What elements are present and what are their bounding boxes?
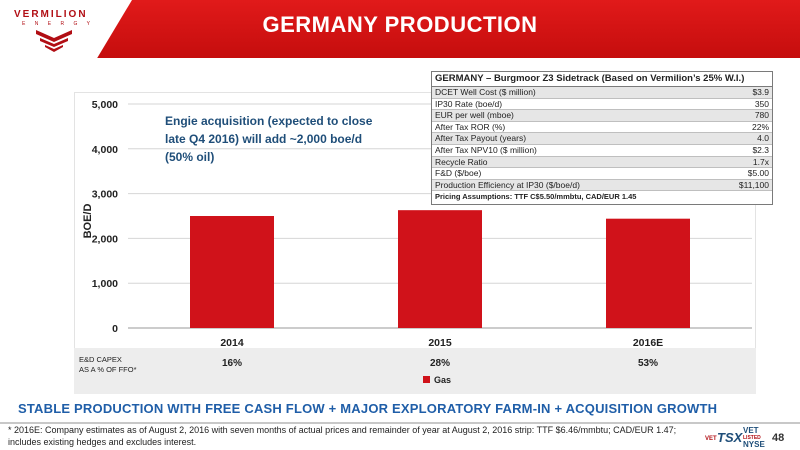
legend-label-gas: Gas	[434, 375, 451, 385]
x-tick-label: 2015	[428, 337, 452, 349]
banner-text: STABLE PRODUCTION WITH FREE CASH FLOW + …	[18, 401, 718, 416]
table-row-value: 350	[754, 98, 769, 109]
ticker-nyse: NYSE	[743, 440, 765, 449]
table-row: EUR per well (mboe) 780	[432, 110, 772, 122]
table-row-value: $5.00	[747, 168, 769, 179]
y-tick-label: 0	[112, 323, 118, 335]
banner	[0, 396, 800, 422]
footnote: * 2016E: Company estimates as of August …	[8, 425, 677, 447]
table-row-value: $11,100	[738, 179, 769, 190]
logo-subtext: E N E R G Y	[22, 21, 94, 27]
y-tick-label: 3,000	[92, 189, 118, 201]
table-row: F&D ($/boe) $5.00	[432, 168, 772, 180]
bar-2014	[190, 216, 274, 328]
table-row-label: IP30 Rate (boe/d)	[435, 98, 503, 109]
table-row-value: 1.7x	[752, 156, 769, 167]
table-row-label: DCET Well Cost ($ million)	[435, 87, 536, 97]
table-row-label: After Tax ROR (%)	[435, 121, 506, 132]
table-row-value: 22%	[751, 121, 769, 132]
y-tick-label: 5,000	[92, 99, 118, 111]
well-economics-table: GERMANY – Burgmoor Z3 Sidetrack (Based o…	[431, 71, 773, 206]
bar-2015	[398, 210, 482, 328]
ticker-tsx: TSX	[717, 430, 743, 445]
table-row: Recycle Ratio 1.7x	[432, 156, 772, 169]
capex-label-line1: E&D CAPEX	[79, 355, 122, 364]
y-tick-label: 2,000	[92, 233, 118, 245]
table-row-label: Recycle Ratio	[435, 156, 488, 167]
table-row-label: After Tax NPV10 ($ million)	[435, 144, 537, 155]
capex-value: 16%	[222, 358, 242, 369]
table-title: GERMANY – Burgmoor Z3 Sidetrack (Based o…	[432, 72, 772, 87]
table-row: IP30 Rate (boe/d) 350	[432, 99, 772, 111]
x-tick-label: 2016E	[633, 337, 663, 349]
table-row-label: EUR per well (mboe)	[435, 110, 514, 121]
ticker-listed: LISTED	[743, 435, 761, 441]
legend-swatch-gas	[423, 376, 430, 383]
y-tick-label: 4,000	[92, 144, 118, 156]
capex-band	[74, 348, 756, 394]
logo-chevron-icon	[36, 30, 72, 52]
divider	[0, 422, 800, 424]
ticker-logo: VET TSX VET LISTED NYSE	[705, 424, 769, 450]
logo-text: VERMILION	[14, 9, 88, 20]
y-tick-label: 1,000	[92, 278, 118, 290]
table-row: After Tax Payout (years) 4.0	[432, 133, 772, 145]
table-row-value: $3.9	[752, 87, 769, 97]
page-title: GERMANY PRODUCTION	[262, 12, 538, 37]
table-row: After Tax NPV10 ($ million) $2.3	[432, 145, 772, 157]
acquisition-annotation: Engie acquisition (expected to close lat…	[165, 114, 373, 164]
table-row-label: Production Efficiency at IP30 ($/boe/d)	[435, 179, 580, 190]
capex-value: 53%	[638, 358, 658, 369]
table-footer: Pricing Assumptions: TTF C$5.50/mmbtu, C…	[435, 192, 637, 202]
capex-label-line2: AS A % OF FFO*	[79, 365, 137, 374]
ticker-vet-small: VET	[705, 436, 717, 442]
table-row-value: 780	[754, 110, 769, 121]
page-number: 48	[772, 432, 785, 444]
ticker-vet: VET	[743, 426, 759, 435]
y-axis-label: BOE/D	[82, 204, 94, 239]
table-row-value: $2.3	[752, 144, 769, 155]
table-row-label: After Tax Payout (years)	[435, 133, 527, 144]
table-row-label: F&D ($/boe)	[435, 168, 482, 179]
table-row-value: 4.0	[757, 133, 769, 144]
x-tick-label: 2014	[220, 337, 244, 349]
capex-value: 28%	[430, 358, 450, 369]
bar-2016e	[606, 218, 690, 328]
header-bar	[0, 0, 800, 58]
table-row: After Tax ROR (%) 22%	[432, 122, 772, 134]
table-row: Production Efficiency at IP30 ($/boe/d) $…	[432, 179, 772, 192]
table-row: DCET Well Cost ($ million) $3.9	[432, 87, 772, 99]
